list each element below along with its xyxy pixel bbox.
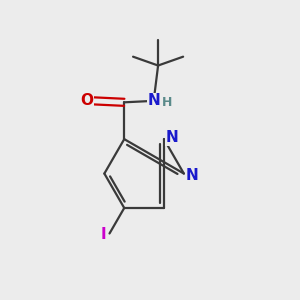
- Text: N: N: [166, 130, 178, 145]
- Text: O: O: [80, 93, 93, 108]
- Text: H: H: [162, 96, 172, 109]
- Text: N: N: [186, 167, 199, 182]
- Text: I: I: [100, 227, 106, 242]
- Text: N: N: [148, 93, 161, 108]
